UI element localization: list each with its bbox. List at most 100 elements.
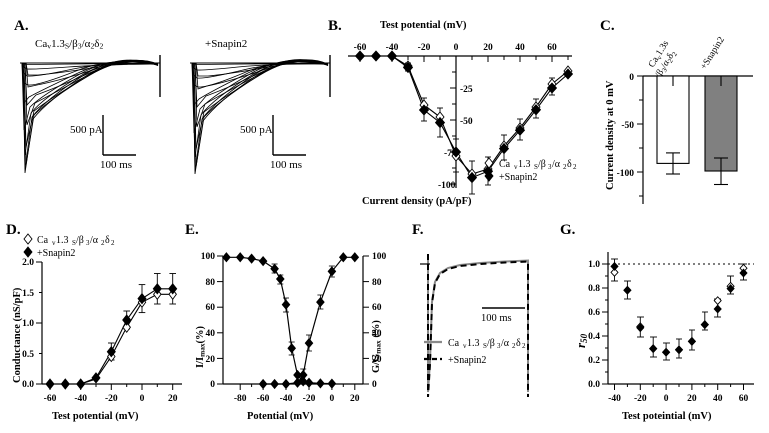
panel-g-xlabel: Test poteintial (mV) — [622, 411, 712, 422]
panel-c: C. Current density at 0 mV Cav1.3s /β3/α… — [595, 0, 769, 215]
svg-text:20: 20 — [350, 394, 360, 404]
svg-text:1.0: 1.0 — [588, 260, 600, 270]
svg-text:1.0: 1.0 — [22, 319, 34, 329]
svg-text:/α: /α — [90, 235, 99, 246]
panel-a-trace1-title: Cav1.3S/β3/α2δ2 — [35, 38, 104, 51]
svg-text:0: 0 — [140, 394, 145, 404]
panel-d-xlabel: Test potential (mV) — [52, 411, 139, 422]
svg-text:0: 0 — [372, 380, 377, 390]
svg-text:0.0: 0.0 — [22, 380, 34, 390]
svg-text:2: 2 — [522, 342, 526, 350]
panel-e-plot: -80 -60 -40 -20 0 20 0 20 40 60 80 100 0 20 40 60 8… — [201, 252, 387, 404]
svg-text:80: 80 — [372, 278, 382, 288]
svg-text:v: v — [514, 163, 518, 171]
svg-text:Ca: Ca — [37, 235, 49, 246]
svg-text:20: 20 — [372, 355, 382, 365]
svg-text:20: 20 — [483, 43, 493, 53]
svg-text:60: 60 — [206, 303, 216, 313]
svg-text:/β: /β — [487, 338, 495, 349]
svg-text:δ: δ — [567, 159, 572, 170]
svg-text:δ: δ — [516, 338, 521, 349]
svg-text:1.3: 1.3 — [518, 159, 531, 170]
svg-text:1.5: 1.5 — [22, 289, 34, 299]
svg-text:40: 40 — [713, 394, 723, 404]
panel-b-plot: -60 -40 -20 0 20 40 60 -25 -50 -75 -100 — [348, 43, 577, 195]
svg-text:-20: -20 — [303, 394, 316, 404]
svg-text:0: 0 — [629, 73, 634, 83]
svg-text:0: 0 — [664, 394, 669, 404]
svg-text:-80: -80 — [234, 394, 247, 404]
svg-text:2.0: 2.0 — [22, 258, 34, 268]
panel-d-label: D. — [6, 222, 21, 238]
panel-e-label: E. — [185, 222, 199, 238]
svg-text:0: 0 — [454, 43, 459, 53]
svg-text:100 ms: 100 ms — [481, 313, 512, 324]
svg-text:-40: -40 — [608, 394, 621, 404]
panel-b-ylabel: Current density (pA/pF) — [362, 196, 472, 207]
svg-text:40: 40 — [515, 43, 525, 53]
svg-text:3: 3 — [548, 163, 552, 171]
svg-text:2: 2 — [111, 239, 115, 247]
svg-text:S: S — [483, 342, 487, 350]
panel-b-label: B. — [328, 18, 342, 34]
svg-text:0: 0 — [330, 394, 335, 404]
svg-text:3: 3 — [497, 342, 501, 350]
svg-text:80: 80 — [206, 278, 216, 288]
svg-text:-100: -100 — [617, 169, 635, 179]
svg-text:0.4: 0.4 — [588, 332, 600, 342]
svg-text:100 ms: 100 ms — [100, 159, 132, 171]
svg-text:-60: -60 — [44, 394, 57, 404]
svg-text:0.6: 0.6 — [588, 308, 600, 318]
svg-text:Ca: Ca — [499, 159, 511, 170]
svg-text:-75: -75 — [444, 149, 457, 159]
svg-text:-25: -25 — [460, 85, 473, 95]
panel-f-label: F. — [412, 222, 424, 238]
svg-text:2: 2 — [563, 163, 567, 171]
panel-d: D. Conductance (nS/pF) Test potential (m… — [0, 218, 192, 433]
svg-text:Ca: Ca — [448, 338, 460, 349]
svg-text:20: 20 — [168, 394, 178, 404]
svg-text:-20: -20 — [634, 394, 647, 404]
panel-d-plot: Ca v 1.3 S /β 3 /α 2 δ 2 +Snapin2 -60 -40… — [22, 233, 182, 404]
panel-g: G. r50 Test poteintial (mV) -40 -20 0 20 40… — [560, 218, 769, 433]
svg-text:0: 0 — [210, 380, 215, 390]
svg-text:3: 3 — [86, 239, 90, 247]
svg-text:0.5: 0.5 — [22, 350, 34, 360]
svg-text:v: v — [52, 239, 56, 247]
panel-a-label: A. — [14, 18, 29, 34]
svg-text:60: 60 — [739, 394, 749, 404]
panel-c-plot: Cav1.3s /β3/α2δ2 +Snapin2 0-50-100 — [617, 35, 753, 204]
svg-text:0.8: 0.8 — [588, 284, 600, 294]
svg-text:40: 40 — [206, 329, 216, 339]
svg-text:S: S — [72, 239, 76, 247]
panel-f-traces: 100 ms Ca v 1.3 S /β 3 /α 2 δ 2 +Snapin2 — [420, 254, 529, 398]
svg-text:1.3: 1.3 — [56, 235, 69, 246]
panel-e-xlabel: Potential (mV) — [247, 411, 314, 422]
svg-text:60: 60 — [372, 303, 382, 313]
svg-text:0.0: 0.0 — [588, 380, 600, 390]
svg-text:100: 100 — [372, 252, 387, 262]
svg-text:-100: -100 — [438, 181, 456, 191]
svg-text:60: 60 — [547, 43, 557, 53]
svg-text:+Snapin2: +Snapin2 — [448, 355, 486, 366]
panel-b-xlabel: Test potential (mV) — [380, 20, 467, 31]
svg-text:0.2: 0.2 — [588, 356, 600, 366]
svg-text:+Snapin2: +Snapin2 — [37, 248, 75, 259]
panel-c-label: C. — [600, 18, 615, 34]
panel-a-traces-snapin2: 500 pA 100 ms — [190, 55, 331, 175]
svg-text:-20: -20 — [418, 43, 431, 53]
panel-g-label: G. — [560, 222, 576, 238]
svg-text:-40: -40 — [74, 394, 87, 404]
svg-text:-60: -60 — [354, 43, 367, 53]
svg-text:/β: /β — [538, 159, 546, 170]
svg-text:1.3: 1.3 — [467, 338, 480, 349]
svg-text:500 pA: 500 pA — [70, 124, 103, 136]
svg-text:2: 2 — [573, 163, 577, 171]
panel-a-trace2-title: +Snapin2 — [205, 38, 248, 50]
svg-text:500 pA: 500 pA — [240, 124, 273, 136]
panel-a-traces-control: 500 pA 100 ms — [20, 55, 161, 174]
svg-text:-60: -60 — [257, 394, 270, 404]
svg-text:+Snapin2: +Snapin2 — [499, 172, 537, 183]
svg-text:/α: /α — [501, 338, 510, 349]
svg-text:S: S — [534, 163, 538, 171]
